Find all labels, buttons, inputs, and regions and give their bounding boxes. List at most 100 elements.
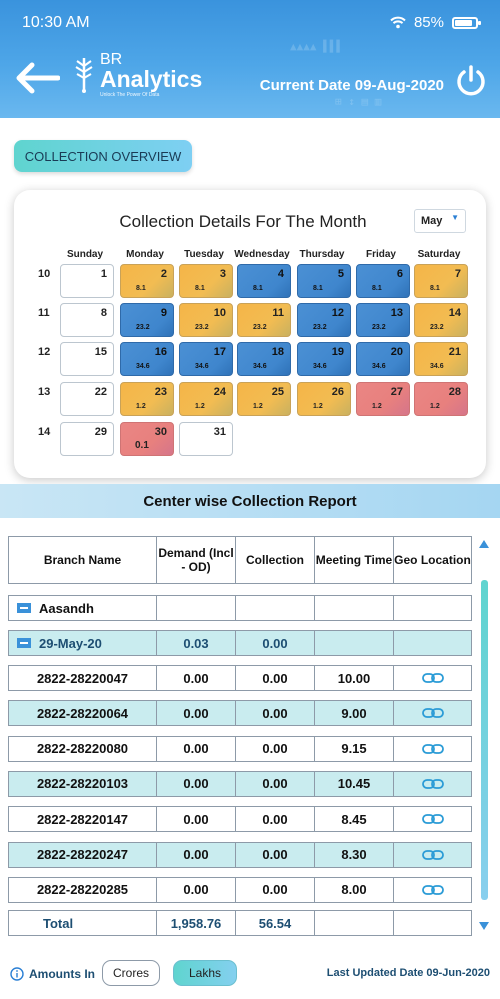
back-arrow-icon[interactable] (14, 60, 60, 96)
app-header: ▲▲▲▲ ▌▌▌ ⊞ ↕ ▤ ▥ 10:30 AM 85% BR Analyti… (0, 0, 500, 118)
link-icon[interactable] (421, 884, 444, 896)
branch-cell-text: 2822-28220047 (36, 670, 129, 686)
calendar-day-value: 8.1 (195, 285, 205, 292)
day-header: Sunday (66, 249, 104, 260)
empty-cell (314, 595, 394, 621)
crores-button[interactable]: Crores (102, 960, 160, 986)
collection-cell-text: 0.00 (262, 776, 288, 792)
collection-cell-text: 0.00 (262, 741, 288, 757)
demand-cell-text: 0.00 (183, 670, 209, 686)
link-icon[interactable] (421, 813, 444, 825)
calendar-day-number: 2 (160, 268, 167, 280)
branch-cell-text: 2822-28220064 (36, 705, 129, 721)
collection-overview-button[interactable]: COLLECTION OVERVIEW (14, 140, 192, 172)
calendar-day-value: 34.6 (372, 363, 386, 370)
link-icon[interactable] (421, 849, 444, 861)
column-header-text: Branch Name (43, 553, 122, 567)
calendar-day-cell[interactable]: 26 1.2 (297, 382, 351, 416)
calendar-day-cell[interactable]: 1 (60, 264, 114, 298)
branch-cell: 2822-28220285 (8, 876, 157, 903)
link-icon[interactable] (421, 707, 444, 719)
geo-location-cell[interactable] (393, 876, 472, 903)
calendar-day-cell[interactable]: 5 8.1 (297, 264, 351, 298)
meeting-time-cell-text: 10.45 (337, 776, 371, 792)
demand-cell: 0.00 (156, 665, 236, 691)
collapse-minus-icon[interactable] (17, 638, 31, 648)
calendar-day-value: 8.1 (430, 285, 440, 292)
scroll-up-icon[interactable] (478, 538, 490, 550)
collection-cell: 0.00 (235, 630, 315, 656)
footer: Amounts In Crores Lakhs Last Updated Dat… (0, 955, 500, 991)
calendar-day-cell[interactable]: 3 8.1 (179, 264, 233, 298)
geo-location-cell[interactable] (393, 806, 472, 833)
date-cell-text: 29-May-20 (39, 635, 102, 651)
calendar-day-cell[interactable]: 27 1.2 (356, 382, 410, 416)
calendar-day-number: 26 (331, 386, 344, 398)
scroll-down-icon[interactable] (478, 920, 490, 932)
total-collection-cell-text: 56.54 (258, 915, 292, 931)
collection-cell: 0.00 (235, 735, 315, 762)
calendar-day-cell[interactable]: 8 (60, 303, 114, 337)
calendar-day-cell[interactable]: 22 (60, 382, 114, 416)
calendar-day-value: 34.6 (136, 363, 150, 370)
geo-location-cell[interactable] (393, 841, 472, 868)
logo-tagline: Unlock The Power Of Data (100, 92, 160, 98)
scrollbar-thumb[interactable] (481, 580, 488, 900)
calendar-day-cell[interactable]: 14 23.2 (414, 303, 468, 337)
calendar-day-cell[interactable]: 16 34.6 (120, 342, 174, 376)
calendar-day-number: 7 (454, 268, 461, 280)
total-collection-cell: 56.54 (235, 910, 315, 936)
day-header: Friday (365, 249, 396, 260)
calendar-day-cell[interactable]: 20 34.6 (356, 342, 410, 376)
calendar-day-cell[interactable]: 7 8.1 (414, 264, 468, 298)
link-icon[interactable] (421, 743, 444, 755)
geo-location-cell[interactable] (393, 665, 472, 691)
calendar-day-cell[interactable]: 13 23.2 (356, 303, 410, 337)
calendar-day-cell[interactable]: 23 1.2 (120, 382, 174, 416)
date-cell[interactable]: 29-May-20 (8, 630, 157, 656)
collection-cell-text: 0.00 (262, 847, 288, 862)
collection-cell-text: 0.00 (262, 670, 288, 686)
brand-logo: BR Analytics Unlock The Power Of Data (72, 52, 202, 98)
column-header: Demand (Incl - OD) (156, 536, 236, 584)
link-icon[interactable] (421, 778, 444, 790)
demand-cell-text: 0.00 (183, 811, 209, 827)
calendar-day-number: 9 (160, 307, 167, 319)
link-icon[interactable] (421, 672, 444, 684)
demand-cell: 0.00 (156, 806, 236, 833)
calendar-day-cell[interactable]: 12 23.2 (297, 303, 351, 337)
calendar-day-cell[interactable]: 15 (60, 342, 114, 376)
last-updated-date: Last Updated Date 09-Jun-2020 (326, 967, 490, 979)
calendar-day-cell[interactable]: 28 1.2 (414, 382, 468, 416)
calendar-day-cell[interactable]: 17 34.6 (179, 342, 233, 376)
calendar-day-cell[interactable]: 4 8.1 (237, 264, 291, 298)
month-select[interactable]: May ▼ (414, 209, 466, 233)
calendar-day-cell[interactable]: 11 23.2 (237, 303, 291, 337)
group-name-cell[interactable]: Aasandh (8, 595, 157, 621)
geo-location-cell[interactable] (393, 770, 472, 797)
calendar-day-cell[interactable]: 2 8.1 (120, 264, 174, 298)
geo-location-cell[interactable] (393, 700, 472, 727)
calendar-day-number: 15 (94, 346, 107, 358)
calendar-day-number: 20 (390, 346, 403, 358)
calendar-day-cell[interactable]: 31 (179, 422, 233, 456)
calendar-day-cell[interactable]: 10 23.2 (179, 303, 233, 337)
collapse-minus-icon[interactable] (17, 603, 31, 613)
lakhs-button[interactable]: Lakhs (173, 960, 237, 986)
power-icon[interactable] (454, 64, 488, 98)
calendar-day-cell[interactable]: 18 34.6 (237, 342, 291, 376)
demand-cell: 0.00 (156, 770, 236, 797)
calendar-day-cell[interactable]: 29 (60, 422, 114, 456)
calendar-day-value: 1.2 (313, 403, 323, 410)
calendar-day-cell[interactable]: 21 34.6 (414, 342, 468, 376)
calendar-day-cell[interactable]: 24 1.2 (179, 382, 233, 416)
calendar-day-cell[interactable]: 25 1.2 (237, 382, 291, 416)
meeting-time-cell: 9.00 (314, 700, 394, 727)
geo-location-cell[interactable] (393, 735, 472, 762)
calendar-day-cell[interactable]: 9 23.2 (120, 303, 174, 337)
calendar-day-cell[interactable]: 30 0.1 (120, 422, 174, 456)
calendar-day-cell[interactable]: 6 8.1 (356, 264, 410, 298)
group-name-cell-text: Aasandh (39, 600, 94, 616)
info-icon[interactable] (10, 967, 24, 981)
calendar-day-cell[interactable]: 19 34.6 (297, 342, 351, 376)
